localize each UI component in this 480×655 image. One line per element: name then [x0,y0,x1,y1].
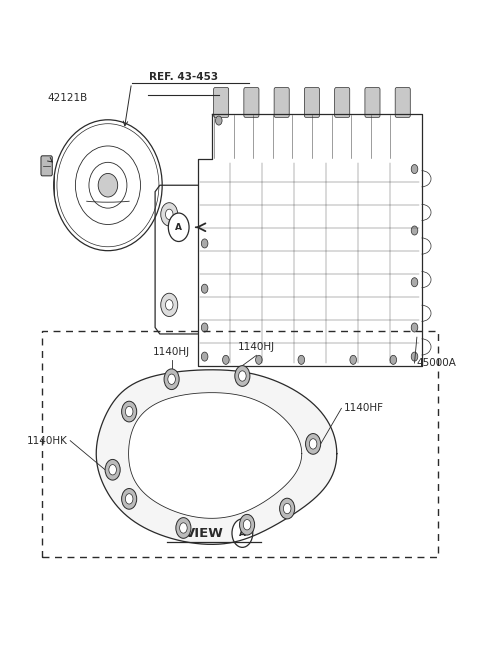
Circle shape [125,494,133,504]
Text: 42121B: 42121B [48,93,88,103]
Circle shape [239,371,246,381]
Text: 1140HJ: 1140HJ [238,342,275,352]
Circle shape [350,355,357,364]
Circle shape [166,300,173,310]
Circle shape [309,439,317,449]
Circle shape [109,464,117,475]
Text: A: A [175,223,182,232]
Circle shape [176,517,191,538]
Circle shape [283,504,291,514]
FancyBboxPatch shape [395,88,410,117]
Circle shape [105,459,120,480]
Circle shape [411,164,418,174]
Circle shape [180,523,187,533]
Circle shape [164,369,179,390]
Circle shape [411,323,418,332]
Circle shape [243,519,251,530]
Text: 1140HF: 1140HF [344,403,384,413]
Circle shape [411,352,418,361]
FancyBboxPatch shape [41,156,52,176]
Circle shape [201,323,208,332]
FancyBboxPatch shape [304,88,320,117]
Circle shape [168,374,175,384]
Circle shape [411,226,418,235]
Circle shape [235,365,250,386]
Polygon shape [96,370,337,544]
Circle shape [298,355,305,364]
Circle shape [161,202,178,226]
Circle shape [168,213,189,242]
Ellipse shape [98,174,118,197]
Circle shape [255,355,262,364]
Circle shape [121,402,137,422]
Text: VIEW: VIEW [185,527,224,540]
Circle shape [216,116,222,125]
Circle shape [411,278,418,287]
Circle shape [232,519,253,548]
FancyBboxPatch shape [365,88,380,117]
Circle shape [306,434,321,455]
Text: A: A [239,529,246,538]
FancyBboxPatch shape [214,88,228,117]
Text: 1140HK: 1140HK [27,436,68,445]
Circle shape [201,239,208,248]
Circle shape [201,284,208,293]
Text: REF. 43-453: REF. 43-453 [149,71,218,82]
Circle shape [166,209,173,219]
Circle shape [121,489,137,509]
Circle shape [201,352,208,361]
Circle shape [223,355,229,364]
FancyBboxPatch shape [335,88,350,117]
FancyBboxPatch shape [274,88,289,117]
Polygon shape [129,392,302,518]
Circle shape [240,514,254,535]
Circle shape [161,293,178,316]
Text: 45000A: 45000A [417,358,457,368]
FancyBboxPatch shape [244,88,259,117]
Circle shape [125,406,133,417]
Text: 1140HJ: 1140HJ [153,346,190,356]
Circle shape [280,498,295,519]
Bar [42,331,438,557]
Circle shape [390,355,396,364]
